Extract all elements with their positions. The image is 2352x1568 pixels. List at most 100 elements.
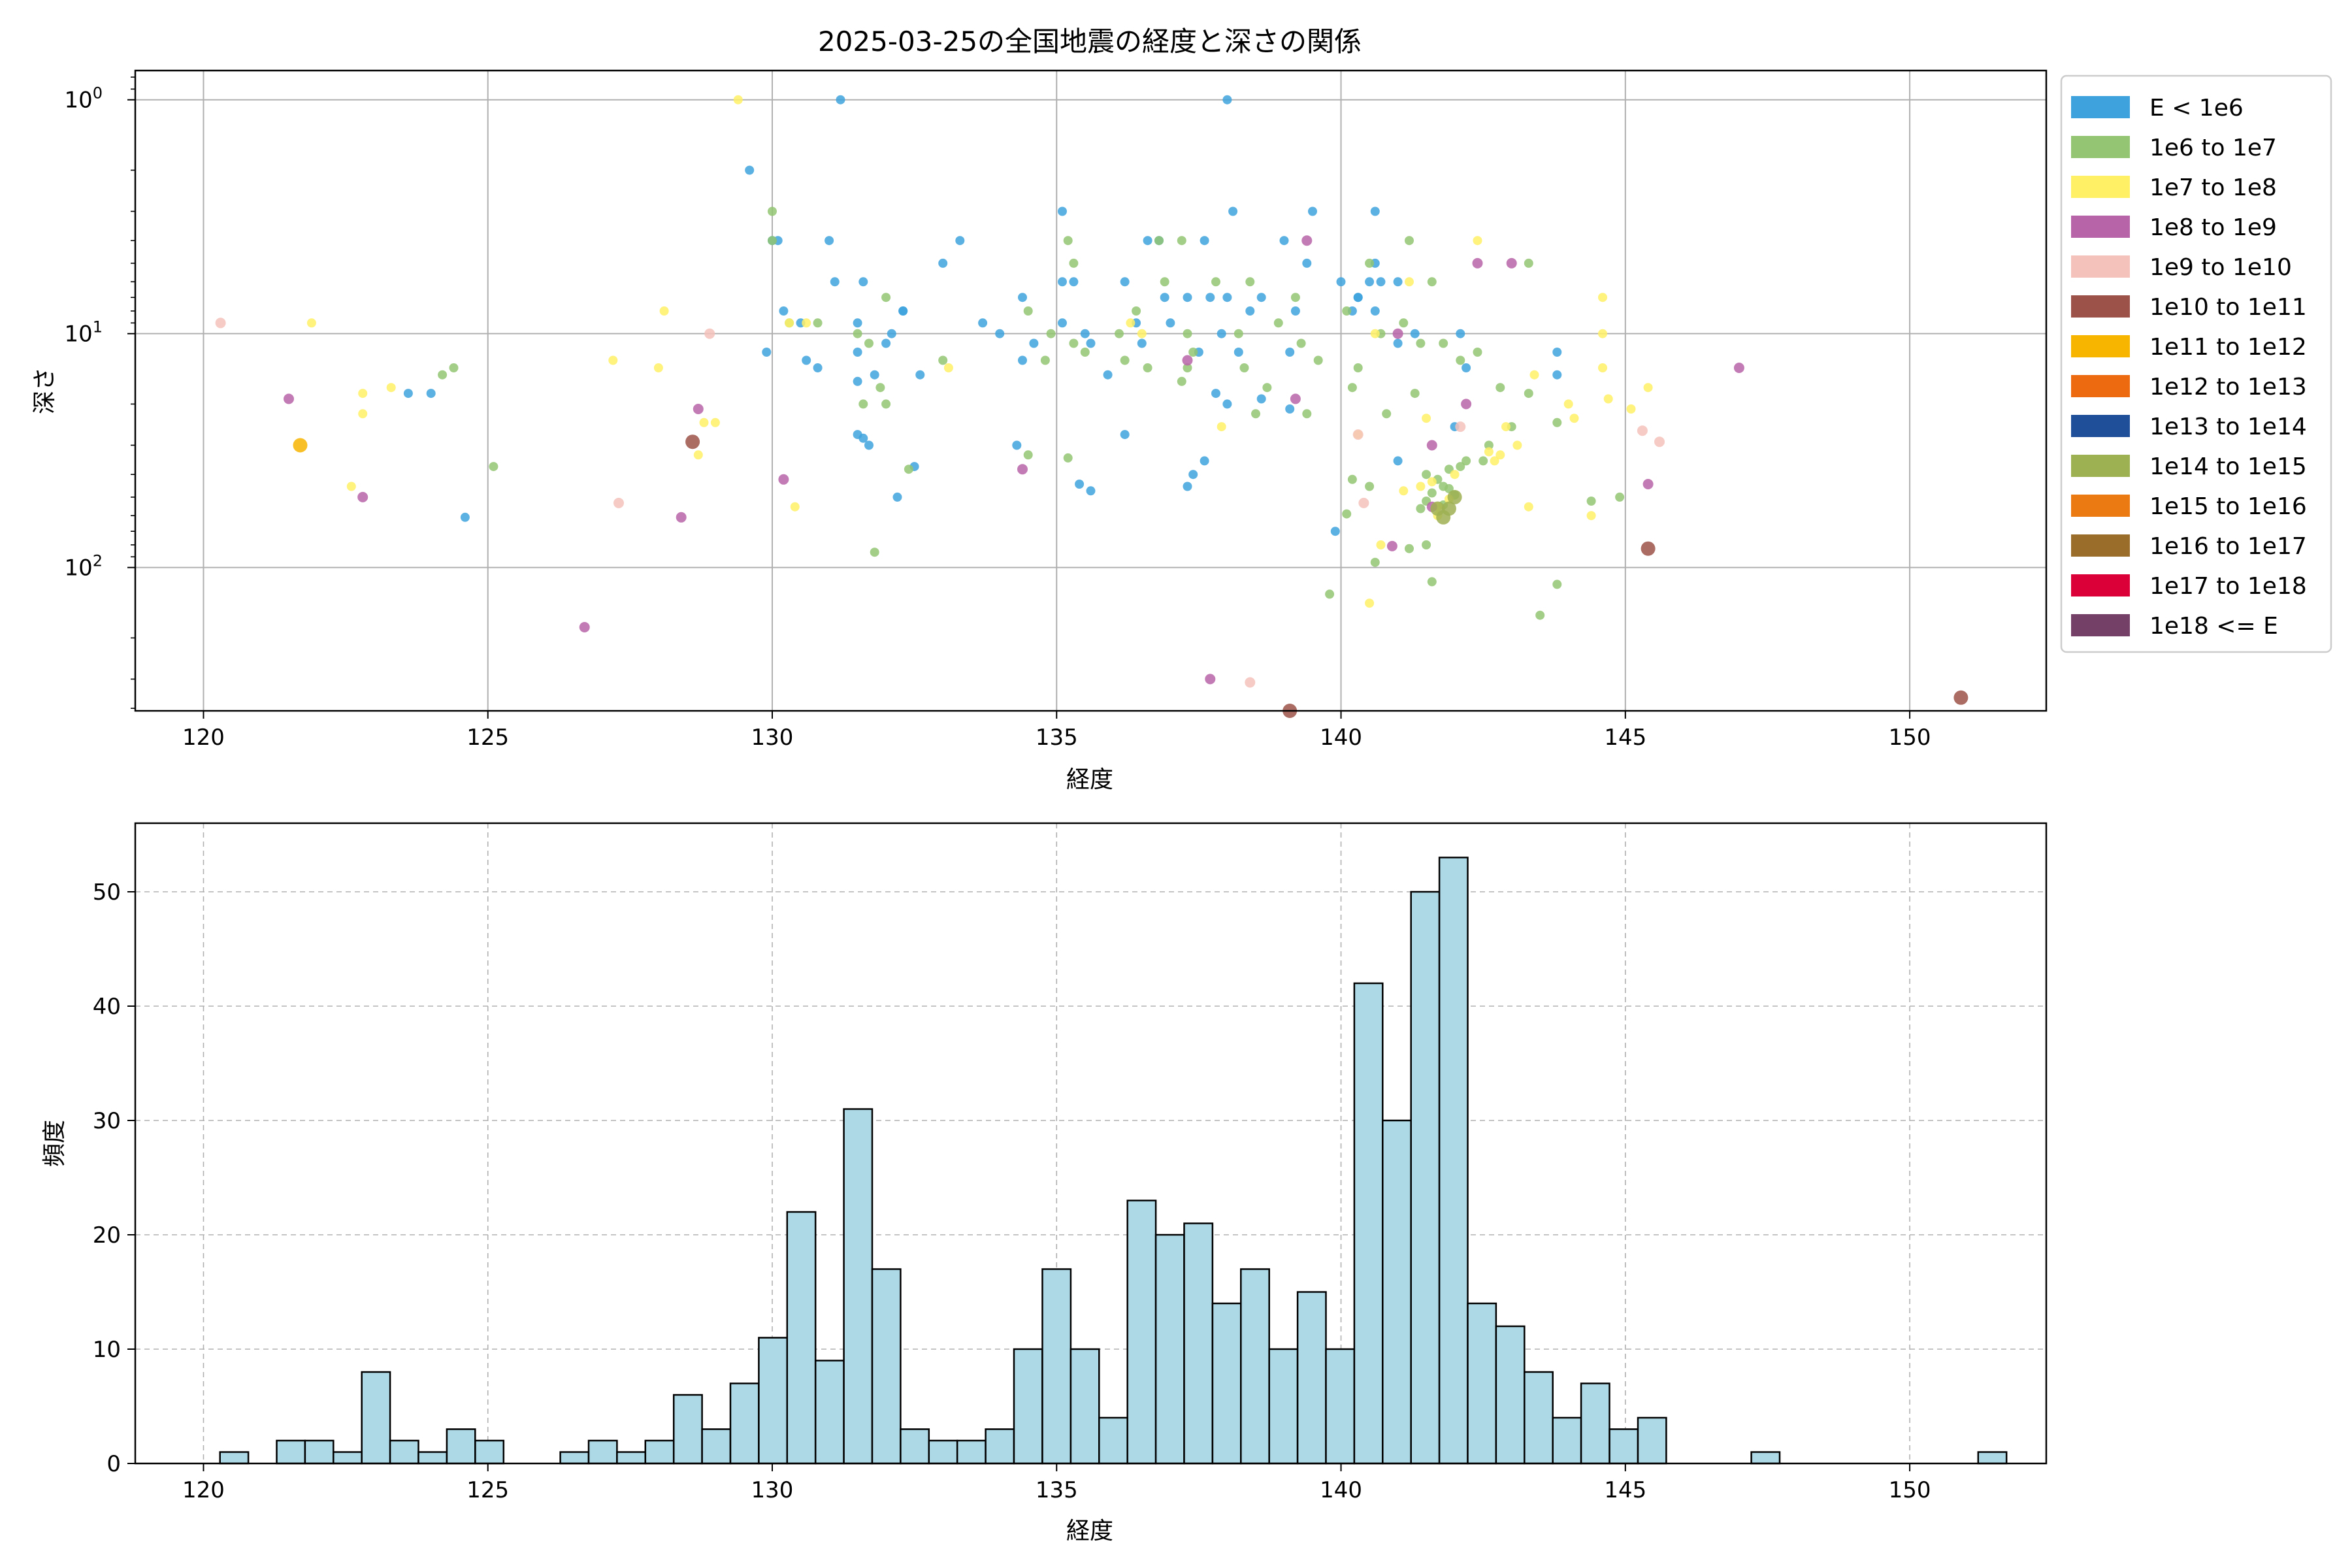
scatter-point (1495, 383, 1505, 393)
histogram-y-tick-label: 10 (93, 1337, 121, 1363)
histogram-bar (333, 1451, 363, 1465)
scatter-x-ticks: 120 125 130 135 140 145 150 (182, 711, 1931, 751)
scatter-point (802, 318, 811, 328)
histogram-bar (843, 1108, 874, 1465)
scatter-point (1137, 329, 1147, 338)
scatter-point (1456, 329, 1465, 338)
scatter-point (1353, 293, 1363, 302)
histogram-bar (1070, 1348, 1100, 1465)
histogram-bar (1438, 857, 1469, 1465)
scatter-point (1058, 318, 1067, 328)
histogram-bar (900, 1428, 930, 1465)
histogram-bar (389, 1439, 419, 1465)
scatter-x-tick-label: 150 (1889, 725, 1931, 751)
scatter-point (1347, 474, 1357, 484)
histogram-bar (758, 1337, 789, 1465)
scatter-point (1405, 236, 1414, 246)
scatter-point (768, 206, 777, 216)
scatter-point (1217, 422, 1226, 432)
scatter-point (1422, 540, 1431, 549)
scatter-point (858, 399, 868, 409)
scatter-point (1080, 329, 1090, 338)
scatter-point (1290, 393, 1301, 404)
scatter-point (1222, 399, 1232, 409)
histogram-y-tick-label: 40 (93, 994, 121, 1020)
scatter-point (1239, 363, 1249, 372)
scatter-point (1447, 489, 1462, 504)
histogram-bar (1126, 1200, 1157, 1465)
histogram-y-tick-label: 50 (93, 879, 121, 906)
legend-label: 1e8 to 1e9 (2149, 214, 2277, 241)
histogram-bar (1495, 1325, 1526, 1465)
scatter-point (1386, 540, 1397, 551)
scatter-point (1296, 338, 1306, 348)
histogram-bar (1268, 1348, 1299, 1465)
scatter-point (1256, 394, 1266, 404)
legend-swatch (2071, 574, 2130, 596)
scatter-point (1188, 470, 1198, 480)
histogram-bar (616, 1451, 647, 1465)
legend-label: 1e16 to 1e17 (2149, 533, 2307, 560)
scatter-point (1177, 376, 1186, 386)
scatter-point (693, 450, 703, 460)
scatter-point (1342, 306, 1352, 316)
legend-swatch (2071, 136, 2130, 158)
scatter-point (1200, 236, 1209, 246)
scatter-point (836, 95, 845, 105)
histogram-bar (1609, 1428, 1639, 1465)
scatter-point (1643, 383, 1653, 393)
scatter-point (1120, 277, 1130, 287)
scatter-point (802, 355, 811, 365)
scatter-point (1598, 329, 1607, 338)
histogram-axes-frame (134, 822, 2048, 1465)
scatter-point (1211, 277, 1220, 287)
legend-label: 1e13 to 1e14 (2149, 414, 2307, 440)
scatter-point (1422, 470, 1431, 480)
legend-label: 1e18 <= E (2149, 613, 2278, 640)
scatter-point (1217, 329, 1226, 338)
scatter-point (1352, 429, 1364, 440)
scatter-point (779, 306, 789, 316)
scatter-point (1115, 329, 1124, 338)
scatter-point (1103, 370, 1113, 380)
histogram-bar (1977, 1451, 2008, 1465)
scatter-point (938, 355, 948, 365)
histogram-bar (559, 1451, 590, 1465)
histogram-bar (1353, 982, 1384, 1465)
histogram-bar (219, 1451, 250, 1465)
scatter-point (1188, 348, 1198, 357)
scatter-point (676, 512, 687, 523)
scatter-point (1330, 527, 1340, 536)
scatter-point (1358, 497, 1369, 508)
scatter-point (1552, 417, 1562, 427)
scatter-point (1063, 236, 1073, 246)
scatter-point (1233, 348, 1243, 357)
histogram-bar (786, 1211, 817, 1465)
histogram-bar (1524, 1371, 1554, 1465)
scatter-point (853, 376, 862, 386)
scatter-point (1347, 383, 1357, 393)
scatter-point (870, 547, 879, 557)
scatter-point (460, 512, 470, 522)
scatter-point (1456, 355, 1465, 365)
scatter-point (1484, 447, 1494, 457)
scatter-point (608, 355, 618, 365)
scatter-point (1228, 206, 1238, 216)
legend-swatch (2071, 375, 2130, 397)
histogram-panel: 120 125 130 135 140 145 150 0 10 20 30 40 50 経度 頻度 (41, 822, 2048, 1544)
scatter-point (745, 165, 755, 175)
scatter-point (1040, 355, 1050, 365)
scatter-point (1370, 206, 1380, 216)
scatter-point (1256, 293, 1266, 302)
scatter-point (579, 622, 590, 632)
scatter-point (1080, 348, 1090, 357)
scatter-point (1233, 329, 1243, 338)
legend-label: 1e11 to 1e12 (2149, 334, 2307, 361)
scatter-point (1603, 394, 1613, 404)
scatter-point (1325, 589, 1335, 599)
scatter-point (1205, 293, 1215, 302)
legend-label: 1e17 to 1e18 (2149, 573, 2307, 600)
scatter-point (1490, 456, 1499, 466)
legend-label: 1e7 to 1e8 (2149, 174, 2277, 201)
scatter-point (1410, 389, 1420, 399)
